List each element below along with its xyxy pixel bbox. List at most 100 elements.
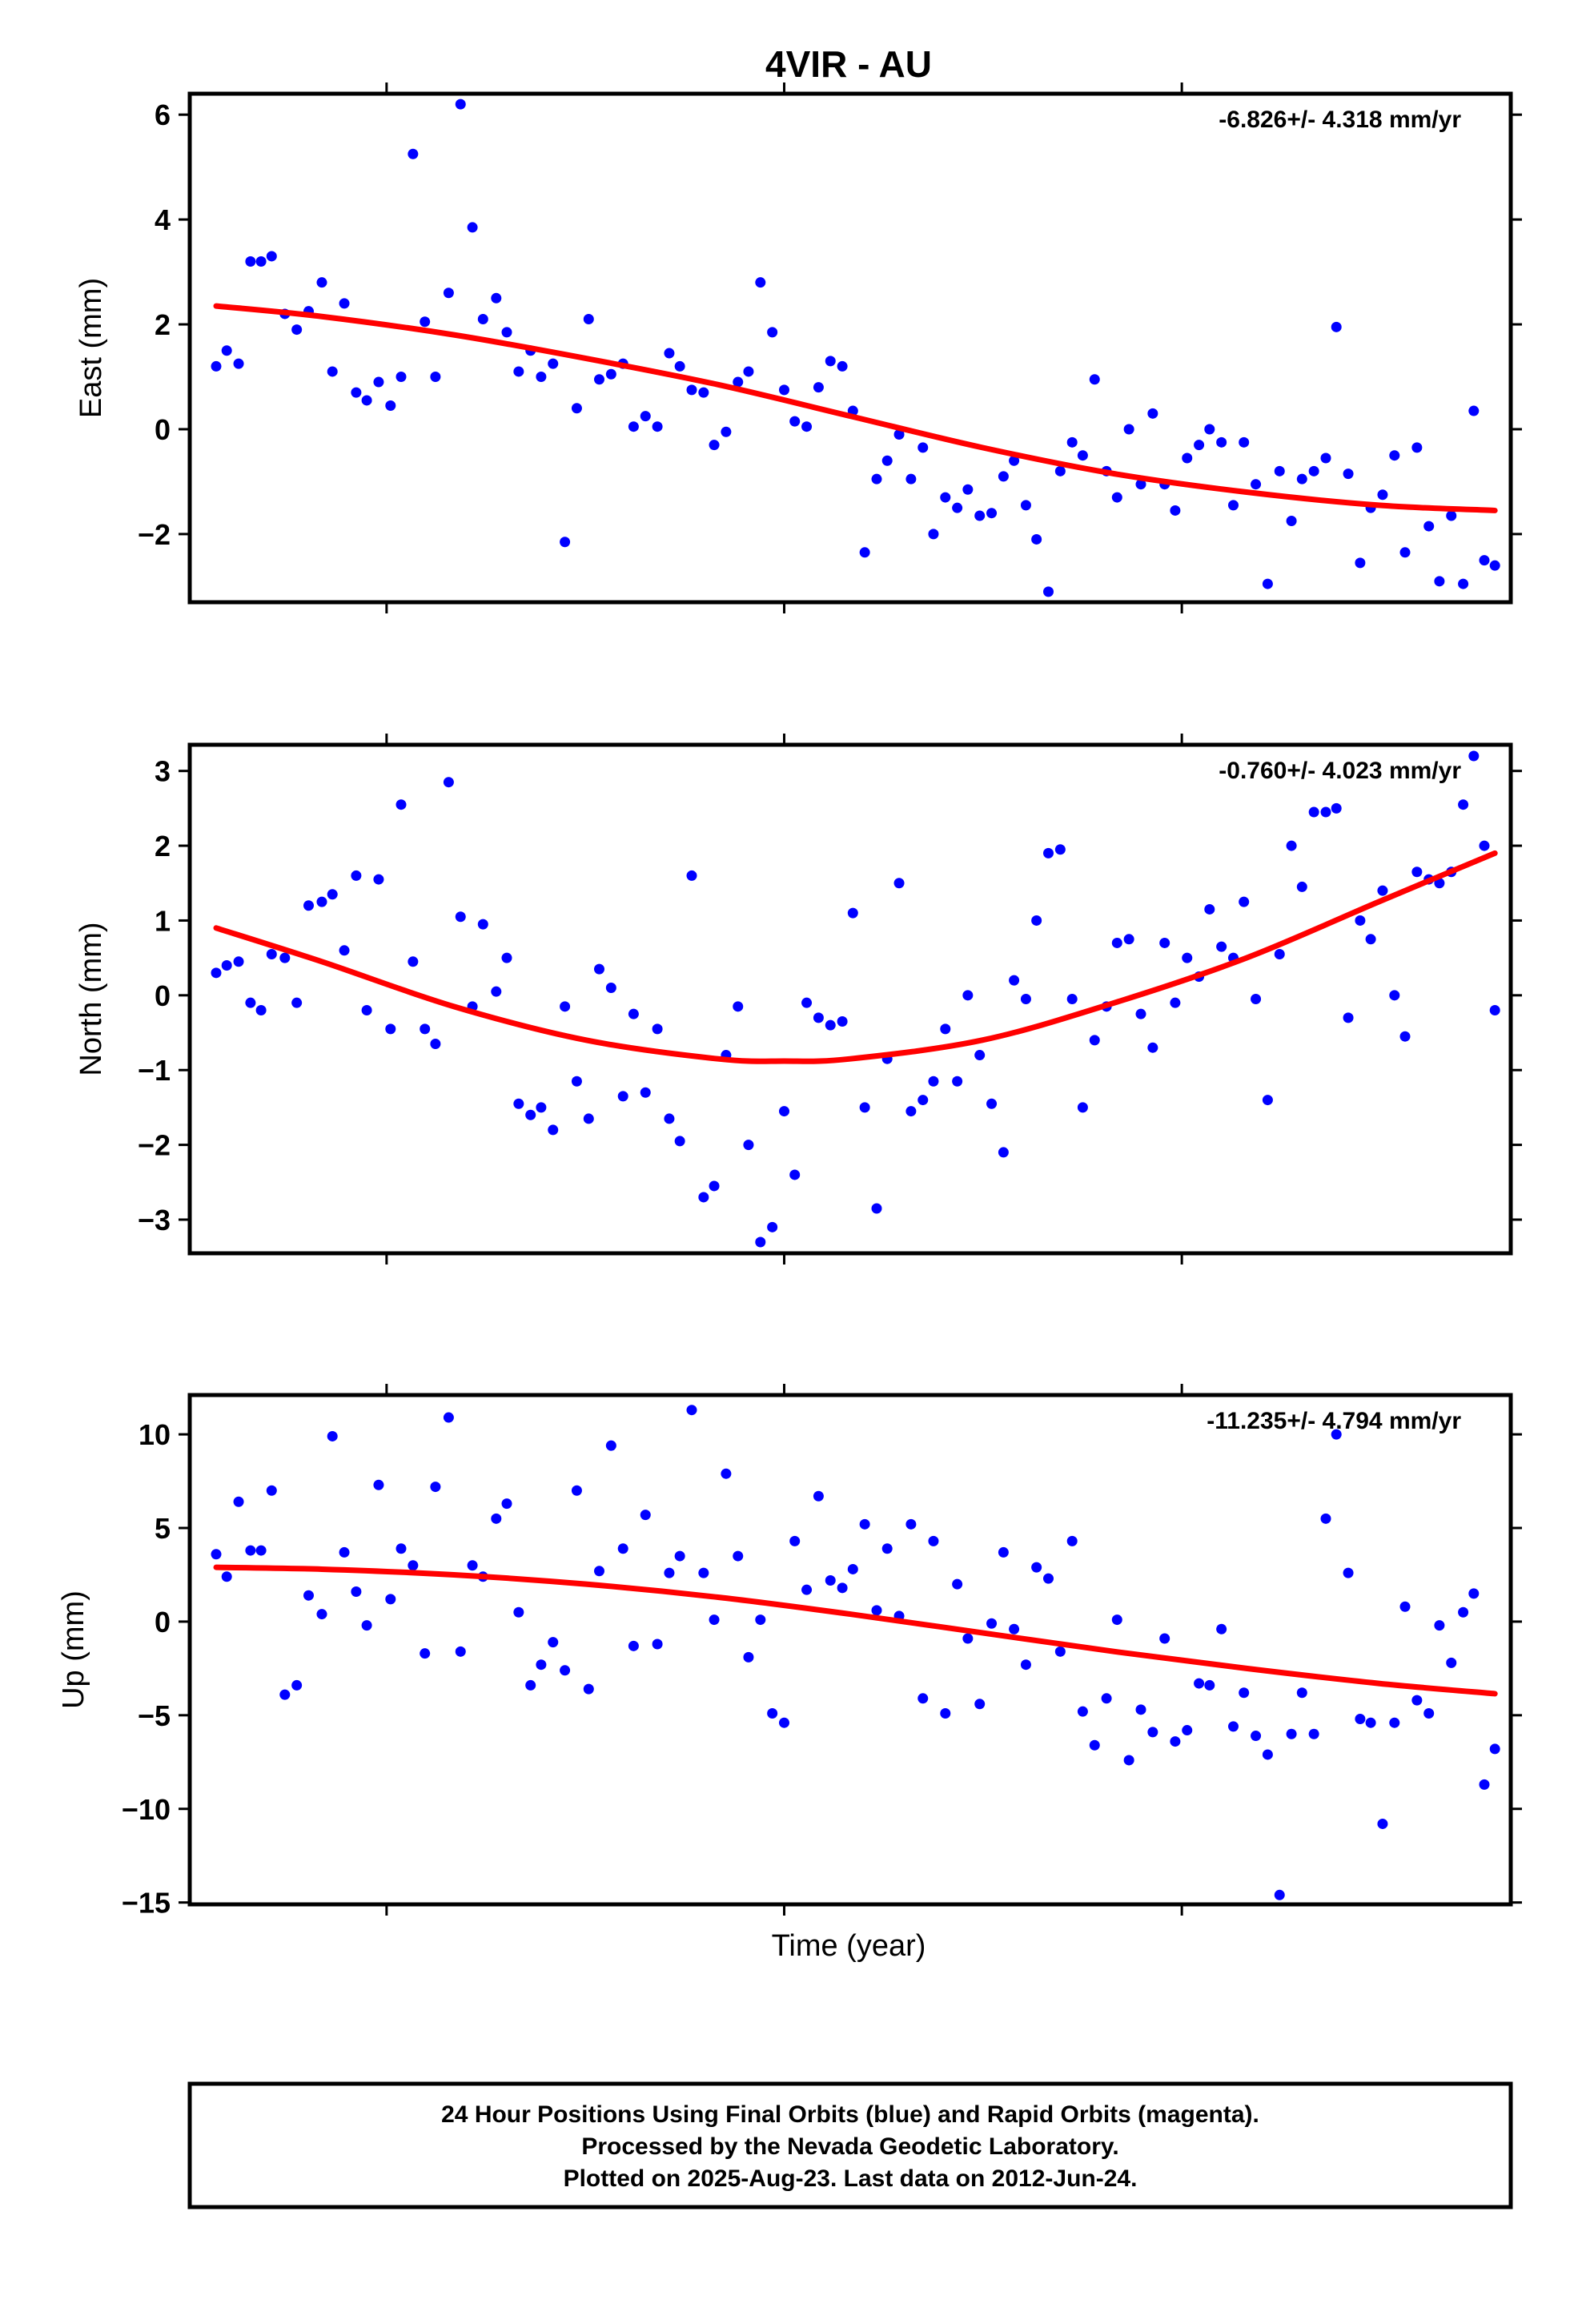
north-data-point (443, 777, 454, 788)
east-data-point (1489, 560, 1500, 571)
east-data-point (361, 395, 372, 406)
east-data-point (339, 298, 350, 309)
north-data-point (291, 997, 303, 1008)
up-data-point (266, 1485, 277, 1496)
up-data-point (536, 1659, 547, 1671)
up-data-point (917, 1693, 929, 1704)
east-data-point (1216, 436, 1227, 448)
up-data-point (1308, 1728, 1319, 1739)
east-data-point (1434, 576, 1445, 587)
east-data-point (373, 376, 384, 388)
east-data-point (779, 384, 789, 396)
up-ytick-label: −15 (122, 1887, 171, 1920)
up-data-point (351, 1586, 362, 1598)
east-data-point (430, 372, 441, 383)
north-rate-label: -0.760+/- 4.023 mm/yr (1219, 758, 1461, 784)
north-data-point (351, 870, 362, 881)
north-data-point (1262, 1095, 1273, 1106)
east-data-point (1389, 450, 1400, 461)
north-ytick-label: −3 (138, 1204, 171, 1236)
up-data-point (525, 1679, 536, 1691)
east-data-point (560, 537, 571, 548)
panel-up: 10 5 0 −5 −10 −15 -11.235+/- 4.794 mm/yr Up (mm… (57, 1384, 1522, 1920)
north-data-point (1009, 975, 1020, 986)
north-data-point (1489, 1005, 1500, 1016)
up-data-point (571, 1485, 582, 1496)
east-data-point (1089, 374, 1100, 385)
east-data-point (1135, 479, 1146, 490)
up-data-point (1194, 1678, 1205, 1689)
east-ytick-label: 0 (155, 413, 171, 446)
east-data-point (974, 510, 986, 521)
east-data-point (1066, 436, 1078, 448)
north-data-point (1216, 941, 1227, 952)
east-data-point (1182, 452, 1193, 464)
north-data-point (1089, 1035, 1100, 1046)
up-data-point (361, 1620, 372, 1631)
east-data-point (928, 529, 939, 540)
east-data-point (245, 255, 256, 267)
east-data-point (998, 471, 1009, 482)
east-data-point (291, 324, 303, 336)
east-ytick-label: 6 (155, 99, 171, 131)
north-data-point (733, 1001, 744, 1012)
east-data-point (801, 421, 813, 432)
up-data-point (767, 1708, 778, 1719)
north-data-point (373, 874, 384, 885)
up-data-point (1043, 1573, 1054, 1584)
north-data-point (1020, 994, 1031, 1004)
north-data-point (640, 1087, 651, 1098)
up-data-point (837, 1582, 848, 1594)
east-data-point (698, 387, 709, 398)
up-data-point (733, 1550, 744, 1562)
east-data-point (408, 148, 419, 159)
up-data-point (940, 1708, 951, 1719)
up-data-point (1365, 1717, 1376, 1728)
east-data-point (1399, 547, 1411, 558)
up-data-point (801, 1584, 813, 1595)
north-data-point (233, 956, 244, 967)
up-data-point (871, 1605, 882, 1616)
up-data-point (847, 1563, 858, 1574)
east-data-point (962, 484, 974, 495)
east-data-point (316, 277, 327, 288)
up-data-point (501, 1498, 512, 1510)
east-data-point (583, 313, 594, 324)
east-data-point (1343, 468, 1354, 480)
up-data-point (327, 1430, 338, 1441)
north-data-point (605, 982, 616, 993)
up-ytick-label: 5 (155, 1512, 171, 1545)
up-data-point (455, 1646, 466, 1657)
north-data-point (998, 1147, 1009, 1158)
east-data-point (789, 416, 801, 427)
up-data-point (1066, 1535, 1078, 1546)
east-data-point (255, 255, 267, 267)
north-data-point (859, 1102, 870, 1113)
east-data-point (755, 277, 766, 288)
east-ytick-label: 2 (155, 308, 171, 341)
east-data-point (1043, 586, 1054, 597)
east-data-point (859, 547, 870, 558)
up-data-point (640, 1510, 651, 1521)
footer-box: 24 Hour Positions Using Final Orbits (bl… (187, 2081, 1513, 2209)
east-data-point (327, 366, 338, 377)
up-data-point (1170, 1736, 1181, 1747)
north-data-point (583, 1113, 594, 1124)
north-data-point (1043, 847, 1054, 858)
north-ytick-label: −2 (138, 1129, 171, 1162)
up-data-point (962, 1633, 974, 1644)
up-data-point (1182, 1725, 1193, 1736)
east-data-point (420, 316, 431, 328)
north-data-point (1320, 806, 1331, 818)
north-ytick-label: 1 (155, 904, 171, 937)
east-data-point (536, 372, 547, 383)
up-data-point (513, 1606, 524, 1618)
up-data-point (998, 1546, 1009, 1558)
north-data-point (628, 1008, 639, 1019)
east-data-point (1020, 500, 1031, 511)
east-data-point (1331, 321, 1342, 332)
east-data-point (881, 455, 893, 466)
up-data-point (652, 1638, 663, 1650)
north-data-point (1365, 934, 1376, 945)
up-rate-label: -11.235+/- 4.794 mm/yr (1207, 1408, 1461, 1434)
